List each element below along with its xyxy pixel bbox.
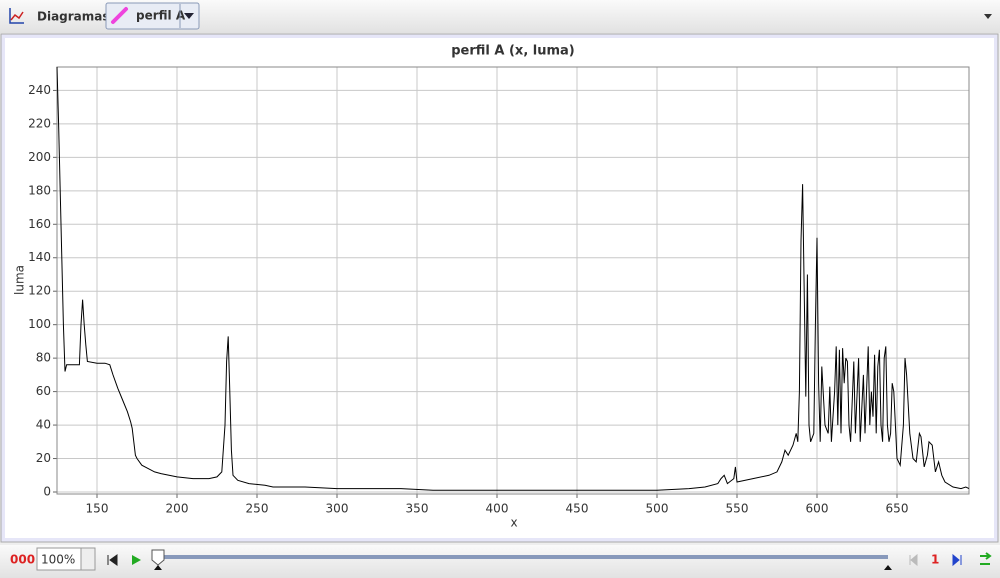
- chart-icon: [9, 8, 24, 24]
- zoom-value: 100%: [41, 553, 75, 567]
- step-back-button[interactable]: [909, 553, 918, 567]
- y-tick-label: 60: [36, 384, 51, 398]
- chart-title: perfil A (x, luma): [451, 44, 575, 59]
- x-tick-label: 450: [566, 502, 589, 516]
- loop-button[interactable]: [980, 552, 992, 565]
- x-tick-label: 600: [806, 502, 829, 516]
- y-tick-label: 100: [28, 317, 51, 331]
- x-tick-label: 200: [166, 502, 189, 516]
- y-tick-label: 40: [36, 418, 51, 432]
- play-button[interactable]: [132, 555, 141, 565]
- y-axis-label: luma: [13, 265, 27, 295]
- dropdown-arrow[interactable]: [184, 13, 194, 19]
- step-forward-button[interactable]: [952, 553, 962, 567]
- x-tick-label: 250: [246, 502, 269, 516]
- toolbar-title: Diagramas: [37, 10, 110, 24]
- plot: 0 20 40 60 80 100 120 140 160 180 200 220 240 150 200 2…: [28, 66, 970, 516]
- step-size: 1: [931, 553, 939, 567]
- x-tick-label: 300: [326, 502, 349, 516]
- x-tick-label: 650: [886, 502, 909, 516]
- y-tick-label: 200: [28, 150, 51, 164]
- track-icon: [111, 7, 128, 24]
- data-line: [56, 66, 970, 491]
- chart-background: [5, 38, 994, 538]
- y-tick-label: 80: [36, 351, 51, 365]
- slider-thumb[interactable]: [151, 549, 165, 566]
- x-tick-label: 350: [406, 502, 429, 516]
- x-tick-label: 500: [646, 502, 669, 516]
- plot-border: [56, 66, 970, 495]
- y-tick-label: 140: [28, 250, 51, 264]
- player-bar: [0, 545, 1000, 578]
- track-dropdown[interactable]: [105, 2, 200, 30]
- x-axis-label: x: [510, 516, 517, 530]
- x-tick-label: 150: [86, 502, 109, 516]
- x-tick-label: 400: [486, 502, 509, 516]
- track-name: perfil A: [136, 9, 186, 23]
- x-tick-label: 550: [726, 502, 749, 516]
- y-tick-label: 180: [28, 183, 51, 197]
- y-tick-label: 160: [28, 217, 51, 231]
- y-tick-label: 240: [28, 83, 51, 97]
- frame-counter: 000: [10, 553, 35, 567]
- y-tick-label: 220: [28, 116, 51, 130]
- y-tick-label: 0: [43, 484, 51, 498]
- y-tick-label: 120: [28, 284, 51, 298]
- rewind-button[interactable]: [107, 554, 118, 566]
- menu-arrow[interactable]: [984, 14, 992, 19]
- y-tick-label: 20: [36, 451, 51, 465]
- zoom-spinner[interactable]: [80, 547, 96, 571]
